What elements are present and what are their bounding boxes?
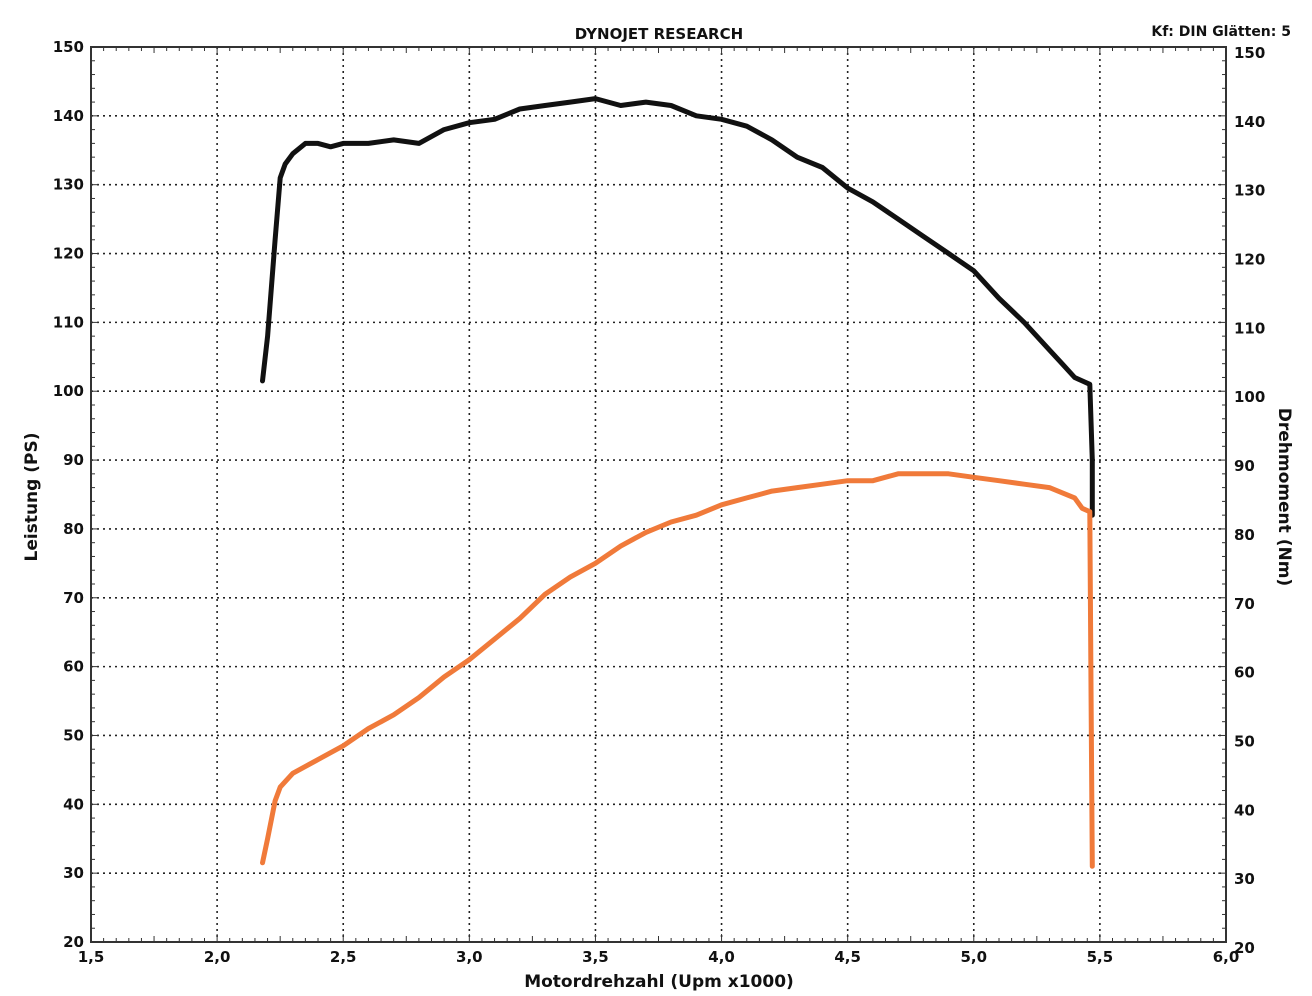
x-tick-label: 6,0	[1213, 948, 1240, 966]
y-tick-label-left: 30	[63, 864, 84, 882]
x-tick-label: 5,5	[1087, 948, 1114, 966]
y-tick-label-right: 100	[1234, 388, 1265, 406]
y-tick-label-left: 120	[53, 245, 84, 263]
y-tick-label-right: 30	[1234, 870, 1255, 888]
grid	[91, 47, 1226, 942]
x-tick-label: 2,0	[204, 948, 231, 966]
x-tick-label: 3,5	[582, 948, 609, 966]
y-axis-label-right: Drehmoment (Nm)	[1274, 408, 1294, 586]
settings-text: Kf: DIN Glätten: 5	[1151, 24, 1291, 40]
torque-curve	[260, 96, 1095, 518]
y-tick-label-left: 20	[63, 933, 84, 951]
y-tick-label-left: 90	[63, 451, 84, 469]
y-tick-label-right: 80	[1234, 526, 1255, 544]
y-axis-label-left: Leistung (PS)	[22, 433, 42, 562]
x-tick-label: 5,0	[960, 948, 987, 966]
y-tick-label-left: 50	[63, 726, 84, 744]
y-tick-label-right: 50	[1234, 732, 1255, 750]
y-tick-label-left: 150	[53, 38, 84, 56]
y-tick-label-left: 80	[63, 520, 84, 538]
x-tick-label: 2,5	[330, 948, 357, 966]
y-tick-label-left: 70	[63, 589, 84, 607]
x-tick-labels: 1,5 2,0 2,5 3,0 3,5 4,0 4,5 5,0 5,5 6,0	[78, 948, 1240, 966]
y-tick-label-left: 130	[53, 176, 84, 194]
x-tick-label: 3,0	[456, 948, 483, 966]
x-axis-label: Motordrehzahl (Upm x1000)	[524, 972, 794, 992]
y-tick-label-right: 150	[1234, 44, 1265, 62]
y-tick-label-left: 140	[53, 107, 84, 125]
y-tick-label-right: 90	[1234, 457, 1255, 475]
y-tick-label-left: 60	[63, 658, 84, 676]
x-tick-label: 4,0	[708, 948, 735, 966]
x-tick-label: 4,5	[834, 948, 861, 966]
y-tick-label-right: 110	[1234, 319, 1265, 337]
x-tick-label: 1,5	[78, 948, 105, 966]
y-tick-label-right: 20	[1234, 939, 1255, 957]
chart-title: DYNOJET RESEARCH	[575, 25, 743, 43]
series	[260, 96, 1095, 869]
y-tick-label-right: 130	[1234, 182, 1265, 200]
y-tick-labels-left: 20 30 40 50 60 70 80 90 100 110 120 130 140 150	[53, 38, 84, 951]
y-tick-label-right: 60	[1234, 664, 1255, 682]
y-tick-labels-right: 20 30 40 50 60 70 80 90 100 110 120 130 140 150	[1234, 44, 1265, 957]
power-curve	[260, 471, 1095, 869]
y-tick-label-right: 40	[1234, 801, 1255, 819]
plot-frame	[90, 46, 1227, 943]
y-tick-label-left: 110	[53, 313, 84, 331]
y-tick-label-left: 100	[53, 382, 84, 400]
y-tick-label-left: 40	[63, 795, 84, 813]
y-tick-label-right: 70	[1234, 595, 1255, 613]
y-tick-label-right: 140	[1234, 113, 1265, 131]
y-tick-label-right: 120	[1234, 251, 1265, 269]
